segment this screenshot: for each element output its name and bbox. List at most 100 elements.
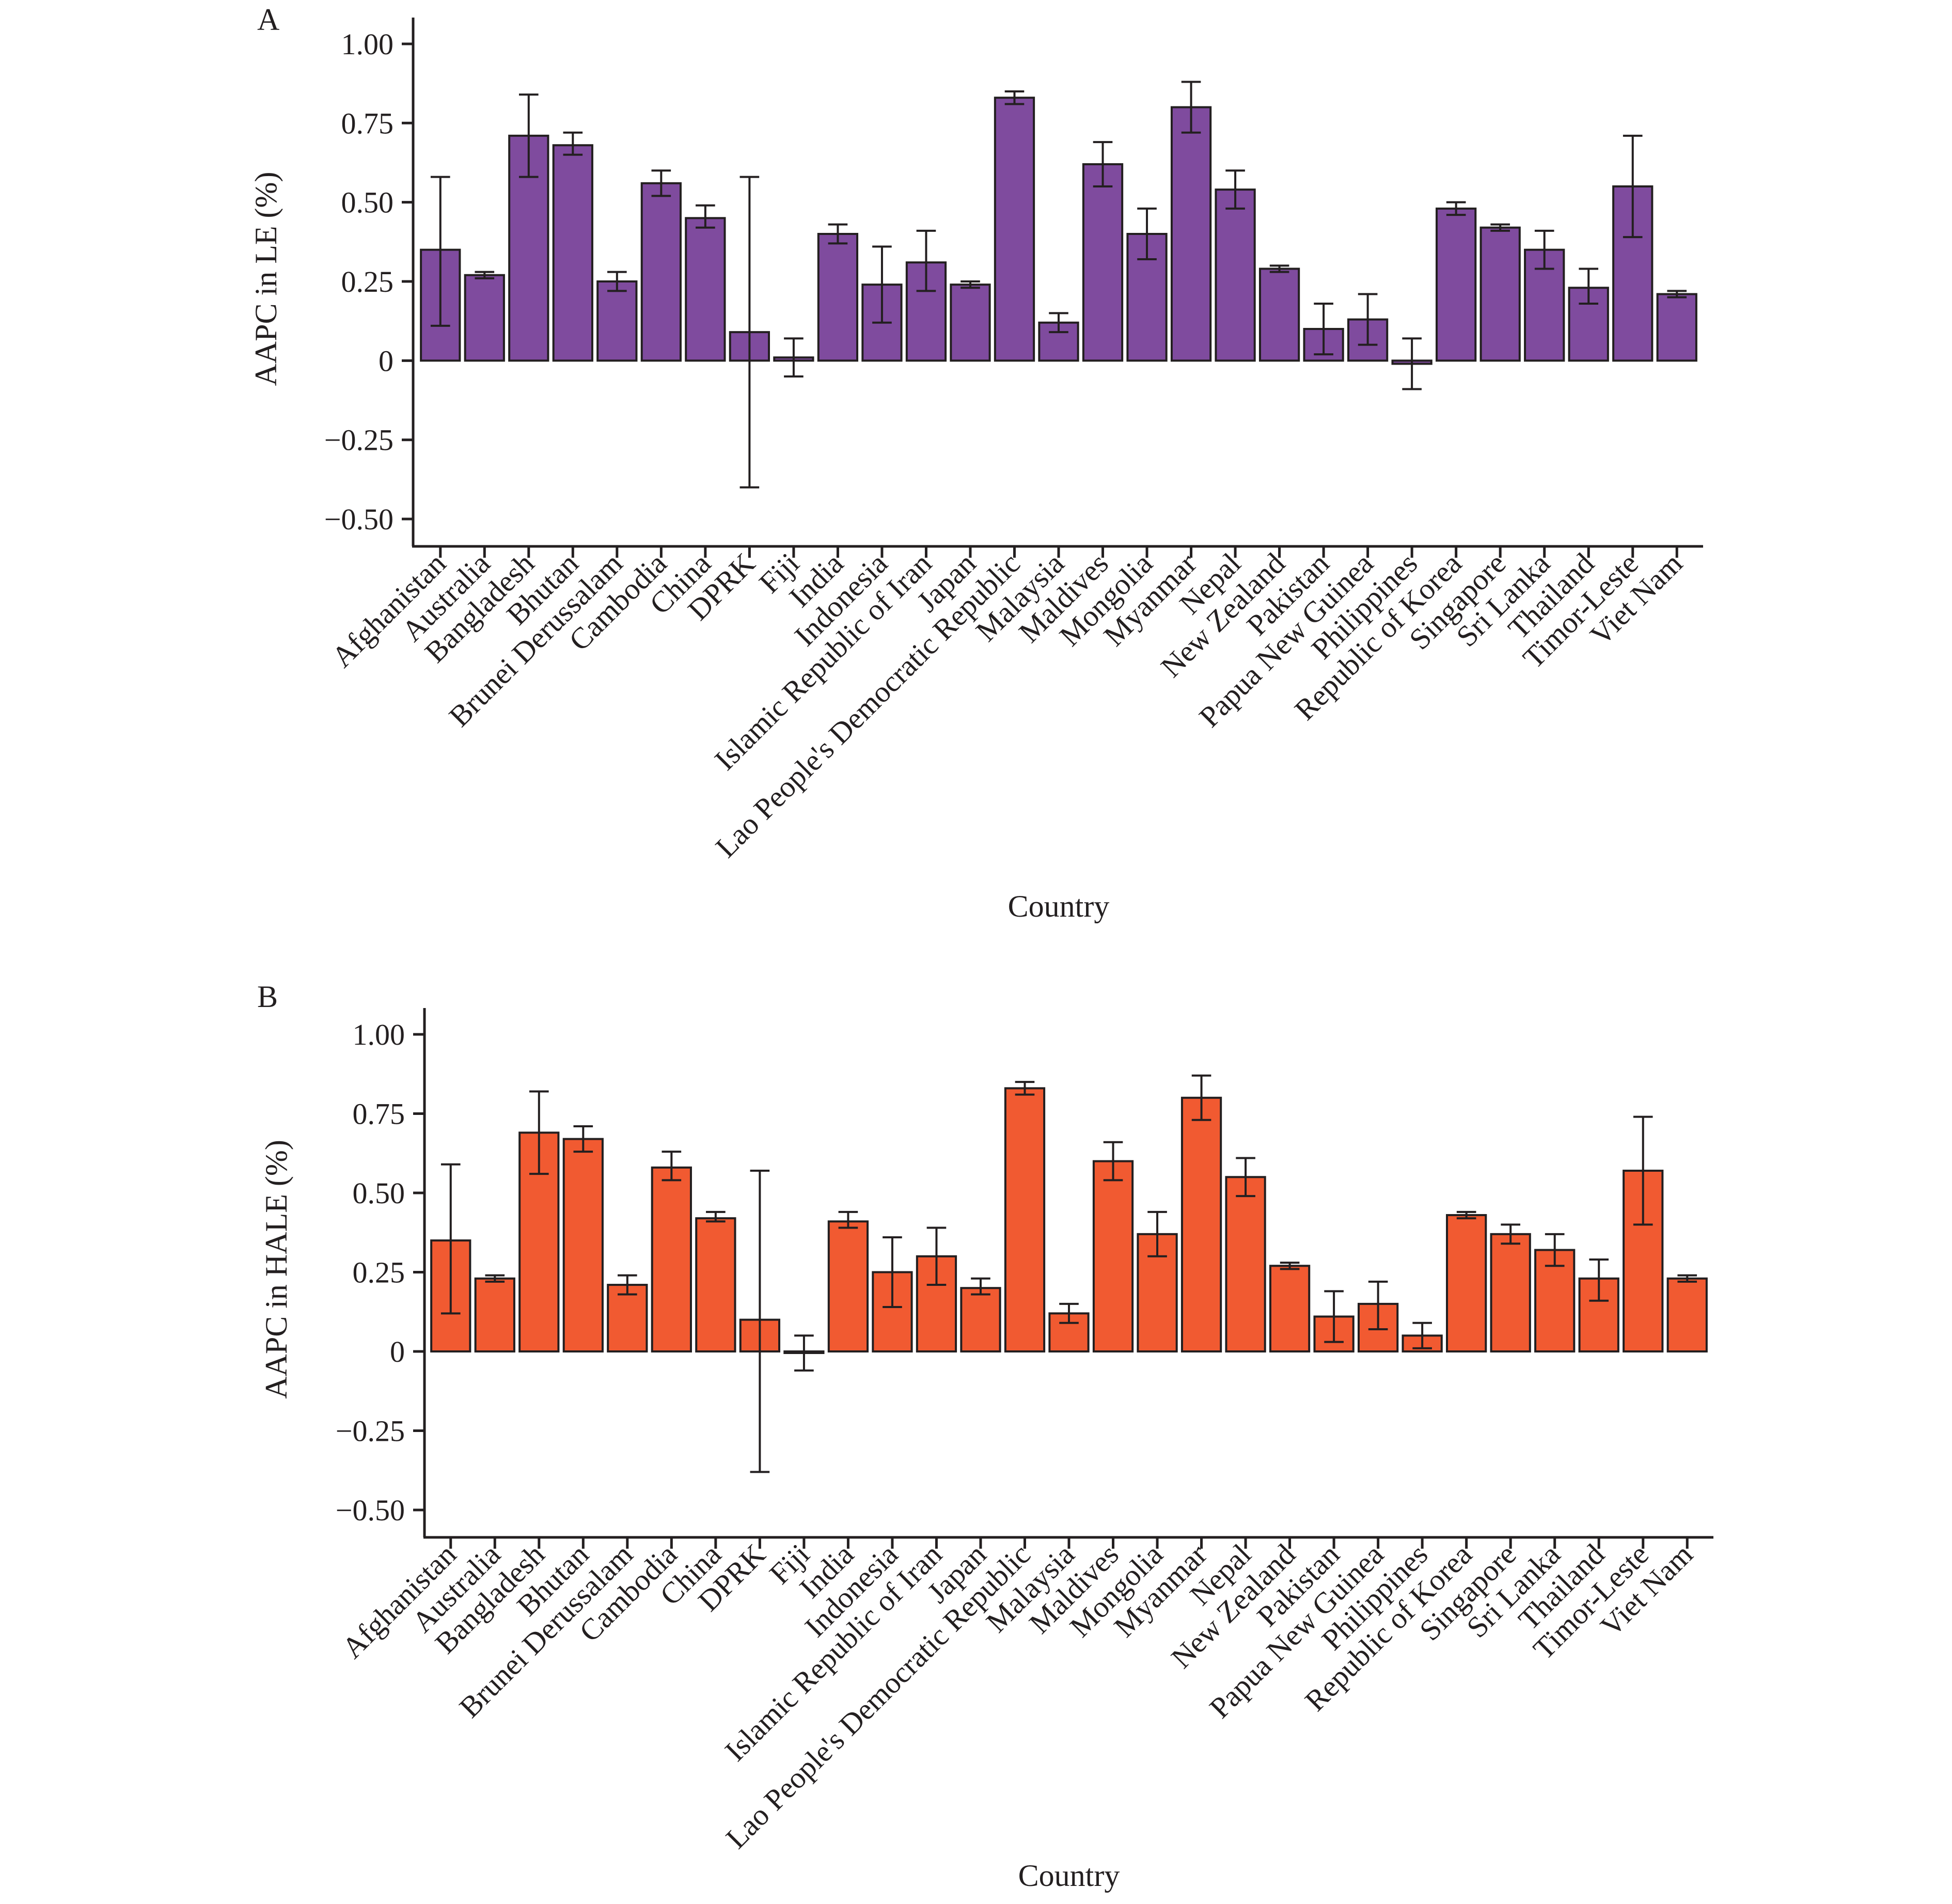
error-bar: [563, 131, 583, 156]
panel-letter: A: [257, 3, 279, 37]
error-bar: [1579, 267, 1599, 305]
error-bar: [1456, 1210, 1476, 1220]
bar: [1180, 1096, 1222, 1353]
error-bar: [696, 204, 715, 229]
error-bar: [1633, 1115, 1653, 1226]
error-bar: [883, 1236, 902, 1309]
bar: [1479, 226, 1521, 362]
error-bar: [1269, 264, 1289, 273]
bar: [1534, 1249, 1576, 1353]
y-tick-label: 0.50: [341, 186, 394, 219]
error-bar: [1137, 207, 1157, 261]
bar: [685, 217, 726, 362]
bar: [1446, 1214, 1487, 1353]
error-bar: [440, 1163, 461, 1315]
bar: [651, 1166, 692, 1353]
error-bar: [916, 229, 936, 292]
error-bar: [1147, 1210, 1167, 1257]
y-tick-label: −0.50: [324, 502, 393, 536]
bar: [1170, 106, 1212, 362]
bar: [474, 1277, 515, 1353]
error-bar: [961, 280, 980, 289]
bar: [1666, 1277, 1708, 1353]
error-bar: [828, 223, 848, 245]
y-tick-label: 1.00: [353, 1018, 405, 1051]
panel-b: B 1.00 0.75 0.50 0.25 0 −0.25 −0.50 AAPC in HALE…: [257, 980, 1713, 1893]
error-bar: [926, 1226, 947, 1286]
bar: [1656, 293, 1697, 362]
y-tick-label: 0.75: [341, 106, 394, 140]
error-bar: [1191, 1074, 1211, 1121]
error-bar: [1049, 312, 1068, 334]
error-bar: [1181, 81, 1201, 134]
error-bar: [794, 1334, 814, 1372]
bar: [640, 182, 682, 362]
error-bar: [1412, 1321, 1432, 1349]
bar: [827, 1220, 869, 1353]
error-bar: [618, 1274, 637, 1296]
y-axis-title: AAPC in LE (%): [249, 172, 283, 386]
bar: [994, 97, 1035, 362]
bar: [607, 1284, 648, 1353]
bar: [552, 144, 593, 362]
error-bar: [1059, 1302, 1079, 1324]
y-tick-label: 0.75: [353, 1097, 405, 1130]
bar: [1092, 1160, 1134, 1353]
error-bar: [1589, 1258, 1609, 1302]
error-bar: [1677, 1274, 1697, 1283]
bar: [817, 232, 859, 362]
bar: [872, 1271, 913, 1353]
error-bar: [872, 245, 892, 324]
y-tick-label: 0.50: [353, 1176, 405, 1210]
error-bar: [706, 1210, 726, 1223]
error-bar: [485, 1274, 505, 1283]
error-bar: [1446, 201, 1466, 216]
error-bar: [1280, 1262, 1300, 1270]
y-tick-label: 0: [379, 344, 393, 377]
error-bar: [1314, 302, 1333, 356]
y-tick-label: −0.25: [324, 423, 393, 457]
error-bar: [1015, 1081, 1035, 1096]
error-bar: [1225, 169, 1245, 210]
x-axis-title: Country: [1018, 1859, 1120, 1893]
bar: [1490, 1233, 1531, 1353]
bar: [695, 1217, 736, 1353]
y-tick-label: −0.25: [336, 1414, 405, 1448]
error-bar: [651, 169, 671, 197]
bar: [562, 1138, 604, 1353]
error-bar: [1490, 223, 1510, 232]
error-bar: [662, 1151, 682, 1182]
panel-a: A 1.00 0.75 0.50 0.25 0 −0.25 −0.50 AAPC in LE (…: [249, 3, 1703, 923]
error-bar: [1534, 229, 1554, 270]
error-bar: [1093, 141, 1113, 187]
bar: [950, 284, 991, 362]
y-tick-label: 0.25: [341, 265, 394, 298]
bar: [1436, 207, 1477, 362]
bar: [1225, 1176, 1266, 1353]
error-bar: [1667, 290, 1687, 298]
bar: [1215, 188, 1256, 362]
error-bar: [750, 1170, 770, 1473]
error-bar: [518, 93, 539, 178]
error-bar: [1402, 337, 1422, 390]
error-bar: [1368, 1280, 1388, 1331]
error-bar: [838, 1210, 858, 1229]
y-tick-label: 1.00: [341, 27, 394, 61]
error-bar: [1324, 1290, 1344, 1343]
bar: [1082, 163, 1124, 362]
y-tick-label: 0: [390, 1335, 405, 1368]
error-bar: [1236, 1157, 1255, 1198]
error-bar: [607, 271, 627, 292]
error-bar: [475, 271, 495, 279]
error-bar: [1501, 1223, 1520, 1245]
error-bar: [1545, 1233, 1565, 1267]
error-bar: [1358, 293, 1378, 346]
error-bar: [430, 176, 450, 327]
error-bar: [529, 1090, 549, 1175]
bar: [1004, 1087, 1046, 1353]
error-bar: [739, 176, 760, 489]
bar: [596, 280, 638, 362]
bar: [1269, 1265, 1311, 1353]
error-bar: [573, 1125, 593, 1153]
